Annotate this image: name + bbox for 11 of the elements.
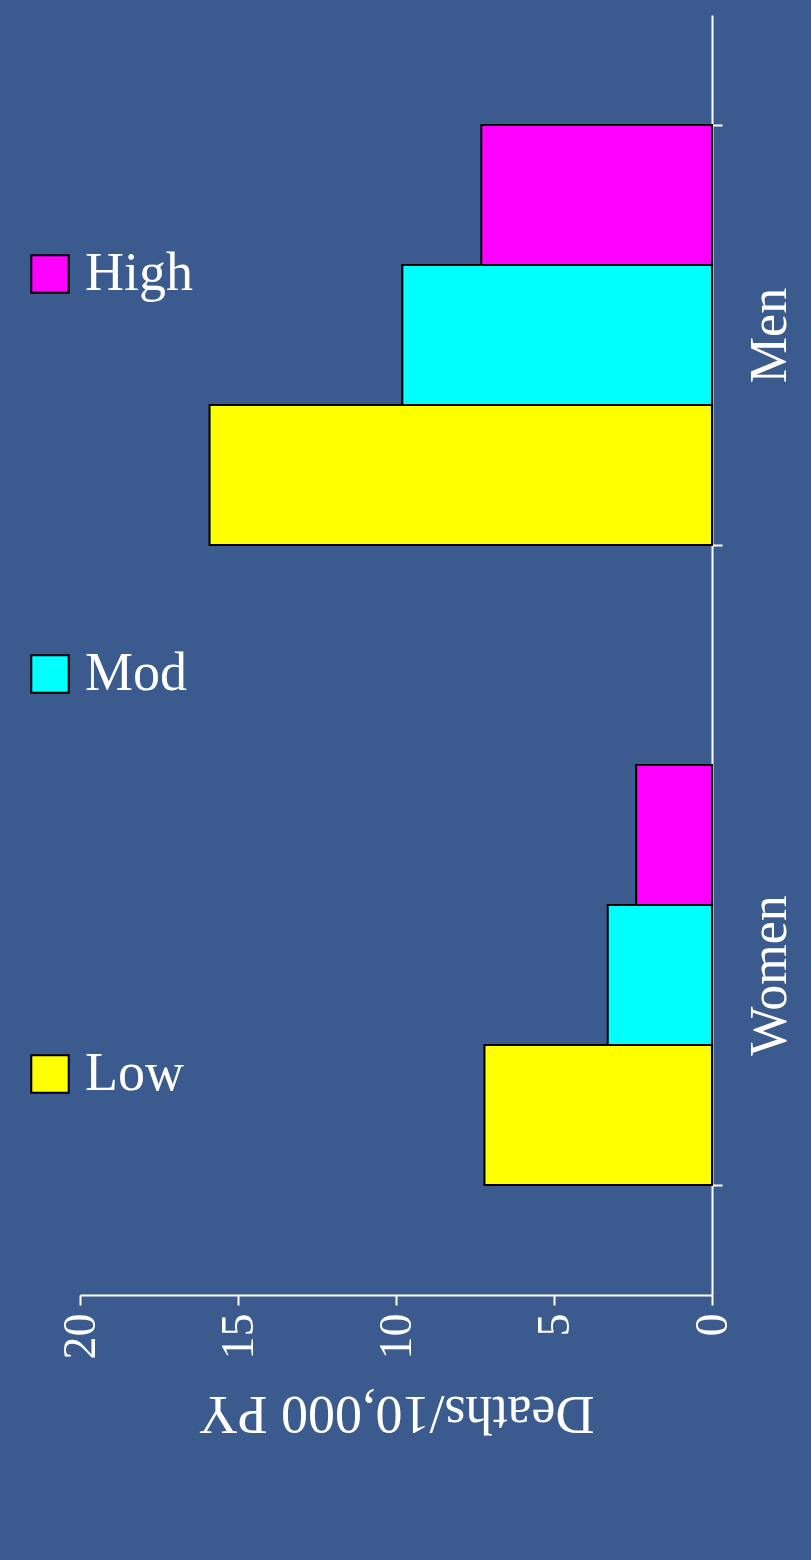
legend-label: Mod <box>85 642 188 702</box>
x-tick-label: 20 <box>53 1313 105 1360</box>
legend-label: Low <box>85 1042 184 1102</box>
y-tick-label: Women <box>739 895 797 1056</box>
x-tick-label: 15 <box>211 1313 263 1360</box>
x-tick-label: 0 <box>685 1313 737 1337</box>
y-tick-label: Men <box>739 287 797 384</box>
legend-label: High <box>85 242 193 302</box>
x-tick-label: 5 <box>527 1313 579 1337</box>
x-tick-label: 10 <box>369 1313 421 1360</box>
x-axis-title: Deaths/10,000 PY <box>198 1384 595 1445</box>
